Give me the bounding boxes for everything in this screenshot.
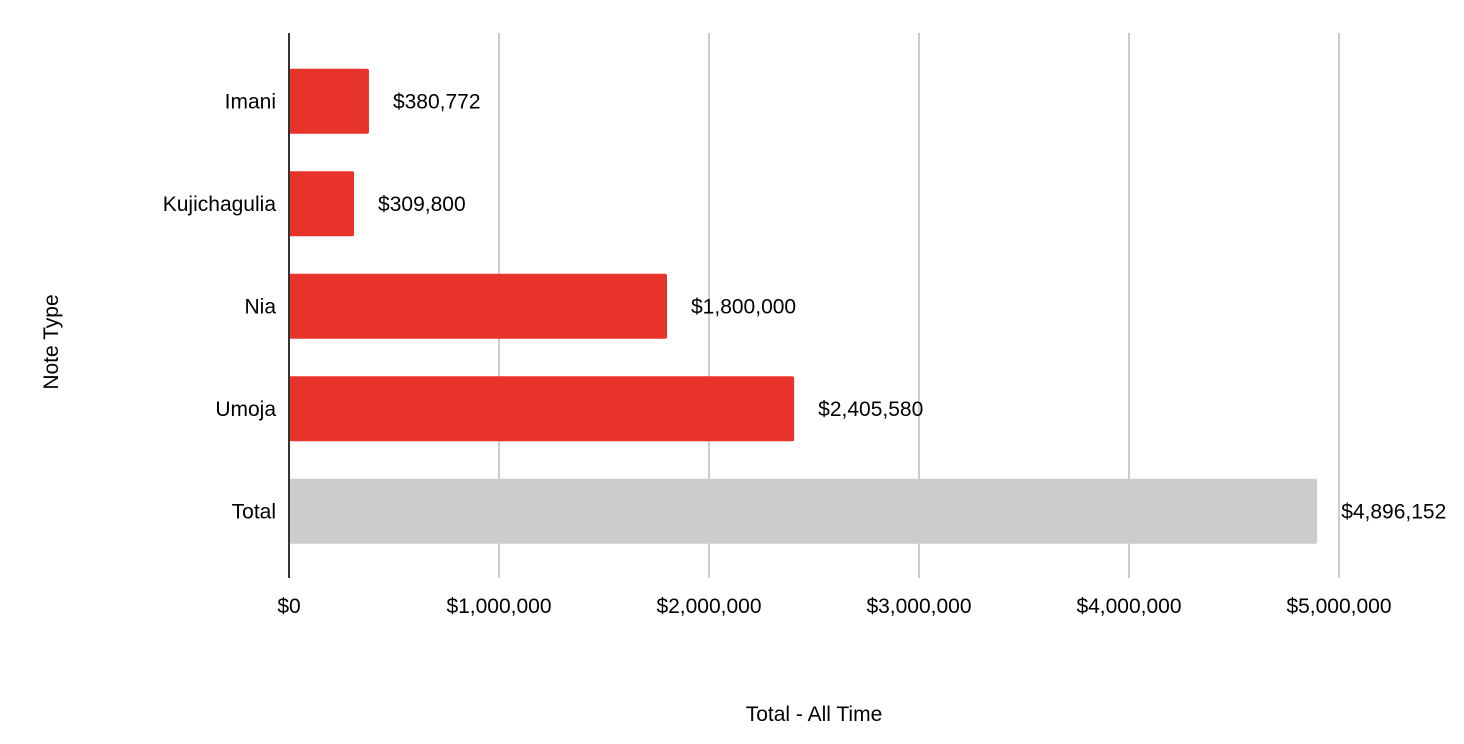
bar-umoja [289, 376, 795, 442]
x-tick-label: $1,000,000 [446, 595, 551, 618]
category-label: Nia [244, 295, 276, 318]
data-label: $380,772 [393, 90, 481, 113]
x-tick-label: $5,000,000 [1286, 595, 1391, 618]
x-tick-label: $0 [277, 595, 300, 618]
bar-nia [289, 273, 667, 339]
data-label: $1,800,000 [691, 295, 796, 318]
x-tick-label: $4,000,000 [1076, 595, 1181, 618]
x-tick-labels: $0 $1,000,000 $2,000,000 $3,000,000 $4,000,0… [277, 595, 1391, 618]
bar-kujichagulia [289, 171, 355, 237]
category-label: Kujichagulia [163, 193, 277, 216]
x-tick-label: $2,000,000 [656, 595, 761, 618]
data-label: $4,896,152 [1341, 500, 1446, 523]
category-labels: Imani Kujichagulia Nia Umoja Total [163, 90, 277, 523]
bar-total [289, 478, 1318, 544]
data-label: $2,405,580 [818, 398, 923, 421]
bar-imani [289, 68, 369, 134]
data-label: $309,800 [378, 193, 466, 216]
data-labels: $380,772 $309,800 $1,800,000 $2,405,580 $4,8… [378, 90, 1446, 523]
y-axis-title: Note Type [40, 294, 63, 389]
category-label: Imani [225, 90, 276, 113]
category-label: Total [232, 500, 276, 523]
x-tick-label: $3,000,000 [866, 595, 971, 618]
x-axis-title: Total - All Time [746, 703, 883, 726]
category-label: Umoja [215, 398, 276, 421]
bars [289, 68, 1318, 544]
